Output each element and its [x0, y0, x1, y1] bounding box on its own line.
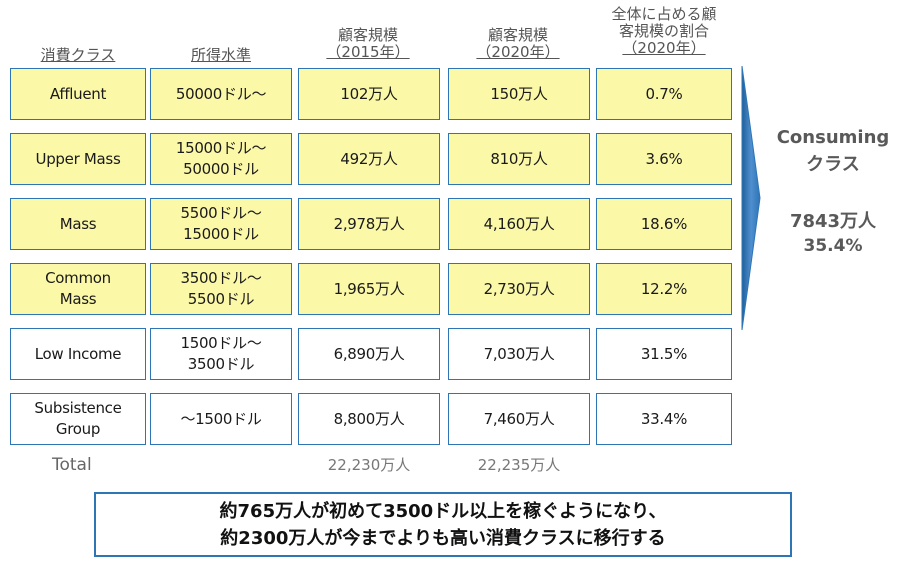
cell-class-subsistence-group: Subsistence Group — [10, 393, 146, 445]
header-consumer-class: 消費クラス — [10, 47, 146, 64]
header-2020-line2: （2020年） — [476, 43, 560, 61]
cell-share-mass: 18.6% — [596, 198, 732, 250]
income-label: 15000ドル〜 — [175, 139, 267, 157]
share-value: 12.2% — [640, 279, 688, 298]
cell-income-low-income: 1500ドル〜 3500ドル — [150, 328, 292, 380]
consuming-count: 7843万人 — [789, 211, 877, 232]
class-label: Affluent — [49, 84, 107, 103]
income-label-line2: 3500ドル — [187, 355, 255, 373]
consuming-line2: クラス — [806, 154, 860, 175]
cell-class-mass: Mass — [10, 198, 146, 250]
size-2020-value: 7,460万人 — [483, 409, 555, 428]
cell-share-affluent: 0.7% — [596, 68, 732, 120]
share-value: 31.5% — [640, 344, 688, 363]
cell-income-subsistence-group: 〜1500ドル — [150, 393, 292, 445]
cell-size2015-upper-mass: 492万人 — [298, 133, 440, 185]
cell-income-affluent: 50000ドル〜 — [150, 68, 292, 120]
cell-size2020-subsistence-group: 7,460万人 — [448, 393, 590, 445]
header-share-line2: 客規模の割合 — [618, 22, 709, 40]
cell-size2020-mass: 4,160万人 — [448, 198, 590, 250]
bracket-arrow-icon — [741, 66, 761, 330]
cell-income-common-mass: 3500ドル〜 5500ドル — [150, 263, 292, 315]
share-value: 3.6% — [645, 149, 683, 168]
class-label: Mass — [59, 214, 97, 233]
cell-class-upper-mass: Upper Mass — [10, 133, 146, 185]
total-label: Total — [52, 455, 92, 475]
header-2015-line1: 顧客規模 — [337, 26, 398, 44]
size-2020-value: 7,030万人 — [483, 344, 555, 363]
cell-income-mass: 5500ドル〜 15000ドル — [150, 198, 292, 250]
size-2020-value: 2,730万人 — [483, 279, 555, 298]
cell-size2020-common-mass: 2,730万人 — [448, 263, 590, 315]
size-2020-value: 150万人 — [490, 84, 548, 103]
summary-line1: 約765万人が初めて3500ドル以上を稼ぐようになり、 — [219, 500, 667, 522]
cell-share-subsistence-group: 33.4% — [596, 393, 732, 445]
cell-size2020-affluent: 150万人 — [448, 68, 590, 120]
total-size-2015: 22,230万人 — [327, 456, 411, 474]
size-2020-value: 810万人 — [490, 149, 548, 168]
class-label: Low Income — [34, 344, 122, 363]
class-label-line2: Group — [55, 420, 101, 438]
consuming-class-stats: 7843万人 35.4% — [760, 210, 906, 258]
share-value: 0.7% — [645, 84, 683, 103]
income-label: 50000ドル〜 — [175, 84, 267, 103]
header-share-line3: （2020年） — [622, 39, 706, 57]
cell-size2015-common-mass: 1,965万人 — [298, 263, 440, 315]
summary-line2: 約2300万人が今までよりも高い消費クラスに移行する — [220, 527, 666, 549]
consuming-line1: Consuming — [776, 127, 890, 148]
cell-class-affluent: Affluent — [10, 68, 146, 120]
income-label: 1500ドル〜 — [180, 334, 262, 352]
cell-size2015-affluent: 102万人 — [298, 68, 440, 120]
income-label-line2: 50000ドル — [183, 160, 259, 178]
header-customer-size-2020: 顧客規模 （2020年） — [446, 27, 590, 61]
cell-size2015-subsistence-group: 8,800万人 — [298, 393, 440, 445]
cell-share-low-income: 31.5% — [596, 328, 732, 380]
cell-size2015-low-income: 6,890万人 — [298, 328, 440, 380]
header-share-2020: 全体に占める顧 客規模の割合 （2020年） — [596, 6, 732, 57]
cell-size2015-mass: 2,978万人 — [298, 198, 440, 250]
cell-size2020-low-income: 7,030万人 — [448, 328, 590, 380]
income-label: 3500ドル〜 — [180, 269, 262, 287]
cell-income-upper-mass: 15000ドル〜 50000ドル — [150, 133, 292, 185]
consuming-class-label: Consuming クラス — [760, 124, 906, 178]
header-consumer-class-text: 消費クラス — [40, 46, 116, 64]
summary-box: 約765万人が初めて3500ドル以上を稼ぐようになり、 約2300万人が今までよ… — [94, 492, 792, 557]
header-income-level-text: 所得水準 — [190, 46, 251, 64]
header-2020-line1: 顧客規模 — [487, 26, 548, 44]
size-2015-value: 492万人 — [340, 149, 398, 168]
class-label: Upper Mass — [35, 149, 121, 168]
cell-class-common-mass: Common Mass — [10, 263, 146, 315]
income-label: 5500ドル〜 — [180, 204, 262, 222]
header-share-line1: 全体に占める顧 — [611, 5, 717, 23]
consuming-percent: 35.4% — [803, 236, 863, 256]
size-2015-value: 102万人 — [340, 84, 398, 103]
share-value: 18.6% — [640, 214, 688, 233]
size-2015-value: 6,890万人 — [333, 344, 405, 363]
header-income-level: 所得水準 — [150, 47, 292, 64]
size-2015-value: 2,978万人 — [333, 214, 405, 233]
share-value: 33.4% — [640, 409, 688, 428]
cell-share-common-mass: 12.2% — [596, 263, 732, 315]
header-customer-size-2015: 顧客規模 （2015年） — [296, 27, 440, 61]
income-label-line2: 15000ドル — [183, 225, 259, 243]
income-label-line2: 5500ドル — [187, 290, 255, 308]
cell-share-upper-mass: 3.6% — [596, 133, 732, 185]
cell-size2020-upper-mass: 810万人 — [448, 133, 590, 185]
size-2015-value: 1,965万人 — [333, 279, 405, 298]
cell-class-low-income: Low Income — [10, 328, 146, 380]
income-label: 〜1500ドル — [180, 409, 262, 428]
size-2015-value: 8,800万人 — [333, 409, 405, 428]
class-label-line2: Mass — [59, 290, 97, 308]
class-label: Subsistence — [34, 399, 122, 417]
total-size-2020: 22,235万人 — [477, 456, 561, 474]
size-2020-value: 4,160万人 — [483, 214, 555, 233]
class-label: Common — [45, 269, 111, 287]
header-2015-line2: （2015年） — [326, 43, 410, 61]
